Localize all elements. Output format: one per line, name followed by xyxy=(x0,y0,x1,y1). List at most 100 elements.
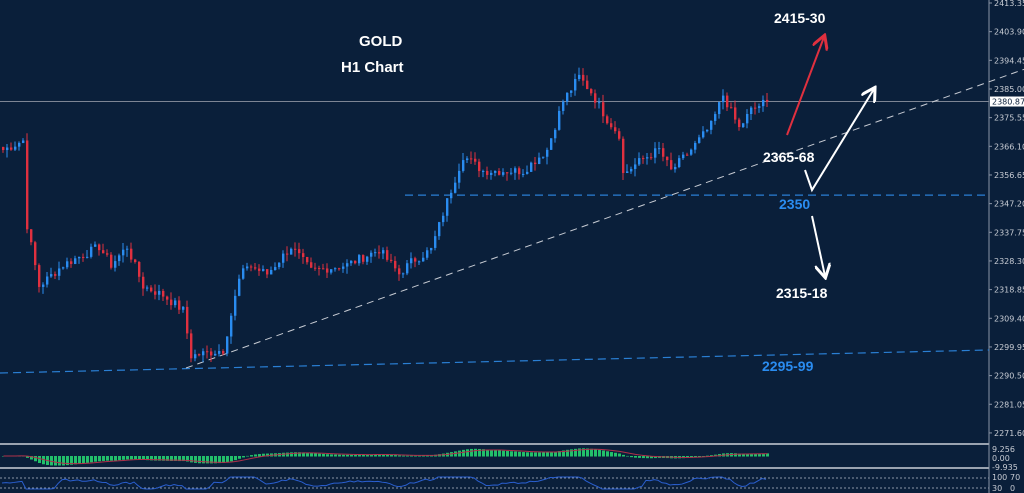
macd-bar xyxy=(122,456,125,460)
macd-bar xyxy=(326,454,329,457)
candle-body xyxy=(250,266,253,268)
macd-bar xyxy=(418,455,421,457)
macd-bar xyxy=(590,448,593,457)
candle-body xyxy=(646,157,649,159)
macd-bar xyxy=(650,456,653,459)
macd-bar xyxy=(230,456,233,462)
candle-body xyxy=(614,127,617,132)
candle-body xyxy=(222,351,225,354)
y-tick-label: 2299.95 xyxy=(994,343,1024,352)
macd-bar xyxy=(454,451,457,457)
macd-bar xyxy=(238,456,241,459)
candle-body xyxy=(578,74,581,80)
candle-body xyxy=(690,149,693,155)
candle-body xyxy=(574,79,577,91)
macd-bar xyxy=(346,454,349,457)
macd-bar xyxy=(746,453,749,457)
macd-bar xyxy=(262,453,265,457)
macd-bar xyxy=(550,452,553,457)
candle-body xyxy=(326,268,329,273)
candle-body xyxy=(678,158,681,168)
macd-bar xyxy=(538,452,541,457)
macd-bar xyxy=(758,453,761,457)
macd-bar xyxy=(422,455,425,457)
candle-body xyxy=(530,162,533,172)
macd-bar xyxy=(134,456,137,460)
candle-body xyxy=(26,140,29,230)
macd-bar xyxy=(190,456,193,463)
chart-title: GOLD xyxy=(359,33,403,50)
macd-axis-label: 0.00 xyxy=(992,454,1010,463)
macd-bar xyxy=(198,456,201,464)
candle-body xyxy=(434,236,437,248)
candle-body xyxy=(582,74,585,81)
macd-bar xyxy=(370,454,373,457)
candle-body xyxy=(246,266,249,269)
candle-body xyxy=(114,261,117,268)
macd-bar xyxy=(386,454,389,457)
macd-bar xyxy=(690,456,693,458)
candle-body xyxy=(6,147,9,151)
candle-body xyxy=(66,261,69,268)
macd-bar xyxy=(150,456,153,461)
macd-bar xyxy=(162,456,165,461)
candle-body xyxy=(254,267,257,269)
candle-body xyxy=(366,256,369,262)
macd-bar xyxy=(698,456,701,457)
macd-bar xyxy=(94,456,97,462)
y-tick-label: 2290.50 xyxy=(994,372,1024,381)
candle-body xyxy=(150,287,153,292)
candle-body xyxy=(270,270,273,275)
candle-body xyxy=(182,306,185,310)
macd-bar xyxy=(342,454,345,457)
candle-body xyxy=(214,353,217,356)
candle-body xyxy=(710,120,713,130)
candle-body xyxy=(546,149,549,157)
candle-body xyxy=(738,119,741,128)
candle-body xyxy=(134,259,137,262)
candle-body xyxy=(218,351,221,354)
y-tick-label: 2403.90 xyxy=(994,28,1024,37)
macd-bar xyxy=(598,449,601,457)
candle-body xyxy=(314,267,317,269)
macd-bar xyxy=(166,456,169,461)
macd-bar xyxy=(74,456,77,465)
macd-bar xyxy=(642,456,645,459)
candle-body xyxy=(278,262,281,268)
macd-bar xyxy=(62,456,65,466)
candle-body xyxy=(670,160,673,170)
macd-bar xyxy=(174,456,177,461)
candle-body xyxy=(658,148,661,150)
macd-bar xyxy=(26,456,29,458)
candle-body xyxy=(606,116,609,124)
macd-bar xyxy=(110,456,113,461)
candle-body xyxy=(422,257,425,262)
macd-bar xyxy=(654,456,657,459)
candle-body xyxy=(474,158,477,162)
candle-body xyxy=(554,129,557,139)
candle-body xyxy=(410,258,413,264)
macd-bar xyxy=(702,456,705,457)
macd-bar xyxy=(466,449,469,457)
macd-bar xyxy=(38,456,41,464)
candle-body xyxy=(190,333,193,359)
candle-body xyxy=(402,273,405,275)
macd-bar xyxy=(486,449,489,457)
candle-body xyxy=(62,267,65,269)
macd-bar xyxy=(286,452,289,457)
candle-body xyxy=(302,253,305,257)
candle-body xyxy=(294,248,297,250)
pullback-arrow-icon xyxy=(804,89,874,193)
y-tick-label: 2385.00 xyxy=(994,85,1024,94)
candle-body xyxy=(762,99,765,107)
y-tick-label: 2394.45 xyxy=(994,56,1024,65)
macd-bar xyxy=(546,452,549,457)
candle-body xyxy=(538,157,541,165)
candle-body xyxy=(562,101,565,111)
candle-body xyxy=(682,154,685,159)
macd-bar xyxy=(214,456,217,464)
candle-body xyxy=(162,290,165,297)
candle-body xyxy=(610,123,613,128)
macd-bar xyxy=(462,449,465,457)
candle-body xyxy=(286,253,289,255)
